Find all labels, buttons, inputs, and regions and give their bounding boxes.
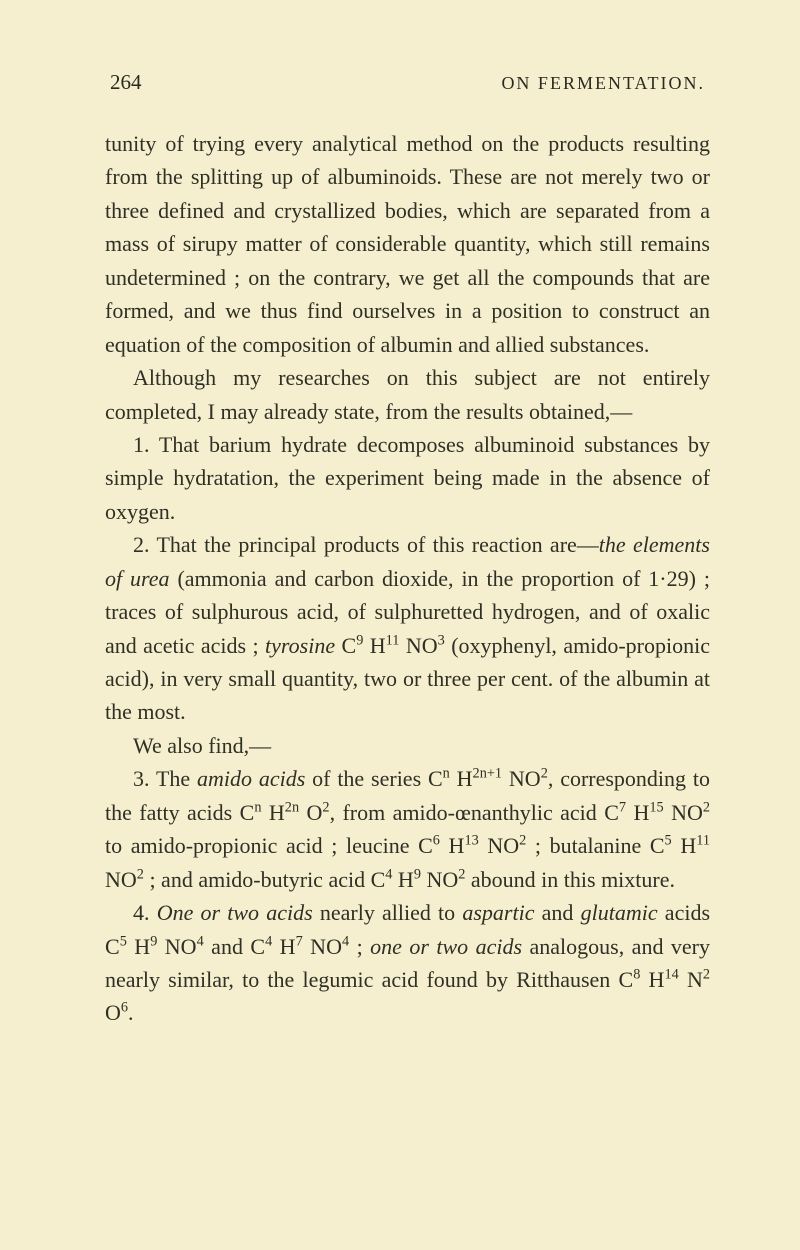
superscript: 2n+1 bbox=[473, 766, 503, 782]
body-text: tunity of trying every analytical method… bbox=[105, 127, 710, 1030]
superscript: 5 bbox=[665, 833, 672, 849]
text: H bbox=[363, 633, 385, 658]
text: O bbox=[299, 800, 322, 825]
text: N bbox=[679, 967, 703, 992]
superscript: 11 bbox=[386, 632, 400, 648]
text: H bbox=[626, 800, 649, 825]
superscript: 4 bbox=[197, 933, 204, 949]
superscript: 2 bbox=[703, 799, 710, 815]
text: H bbox=[440, 833, 465, 858]
text: to amido-propionic acid ; leucine C bbox=[105, 833, 433, 858]
text: . bbox=[128, 1000, 134, 1025]
superscript: n bbox=[443, 766, 450, 782]
superscript: 13 bbox=[464, 833, 478, 849]
paragraph: tunity of trying every analytical method… bbox=[105, 127, 710, 361]
superscript: 2 bbox=[541, 766, 548, 782]
paragraph: 2. That the principal products of this r… bbox=[105, 528, 710, 729]
superscript: 14 bbox=[664, 967, 678, 983]
superscript: 2n bbox=[285, 799, 299, 815]
text: ; bbox=[349, 934, 370, 959]
text: of the series C bbox=[305, 766, 442, 791]
text: NO bbox=[157, 934, 196, 959]
superscript: 2 bbox=[703, 967, 710, 983]
superscript: 5 bbox=[120, 933, 127, 949]
text: C bbox=[335, 633, 356, 658]
text: 4. bbox=[133, 900, 157, 925]
paragraph: 3. The amido acids of the series Cn H2n+… bbox=[105, 762, 710, 896]
superscript: 9 bbox=[414, 866, 421, 882]
superscript: 7 bbox=[296, 933, 303, 949]
italic-text: glutamic bbox=[581, 900, 658, 925]
superscript: 11 bbox=[696, 833, 710, 849]
italic-text: One or two acids bbox=[157, 900, 313, 925]
superscript: 2 bbox=[322, 799, 329, 815]
superscript: 3 bbox=[438, 632, 445, 648]
text: NO bbox=[421, 867, 458, 892]
paragraph: 1. That barium hydrate decomposes albumi… bbox=[105, 428, 710, 528]
text: NO bbox=[399, 633, 437, 658]
superscript: 2 bbox=[137, 866, 144, 882]
text: H bbox=[127, 934, 150, 959]
superscript: 6 bbox=[433, 833, 440, 849]
text: and bbox=[534, 900, 580, 925]
text: and C bbox=[204, 934, 265, 959]
text: O bbox=[105, 1000, 121, 1025]
text: , from amido-œnanthylic acid C bbox=[330, 800, 619, 825]
italic-text: aspartic bbox=[462, 900, 534, 925]
text: H bbox=[392, 867, 413, 892]
italic-text: one or two acids bbox=[370, 934, 522, 959]
text: NO bbox=[502, 766, 541, 791]
text: 3. The bbox=[133, 766, 197, 791]
text: nearly allied to bbox=[313, 900, 463, 925]
page-number: 264 bbox=[110, 70, 142, 95]
text: NO bbox=[664, 800, 703, 825]
text: H bbox=[261, 800, 284, 825]
text: NO bbox=[479, 833, 519, 858]
text: H bbox=[640, 967, 664, 992]
text: ; and amido-butyric acid C bbox=[144, 867, 385, 892]
text: H bbox=[672, 833, 697, 858]
paragraph: Although my researches on this subject a… bbox=[105, 361, 710, 428]
superscript: 15 bbox=[649, 799, 663, 815]
text: NO bbox=[303, 934, 342, 959]
paragraph: 4. One or two acids nearly allied to asp… bbox=[105, 896, 710, 1030]
text: 2. That the principal products of this r… bbox=[133, 532, 599, 557]
text: NO bbox=[105, 867, 137, 892]
text: ; butalanine C bbox=[526, 833, 664, 858]
superscript: 7 bbox=[619, 799, 626, 815]
page-header: 264 ON FERMENTATION. bbox=[105, 70, 710, 95]
running-title: ON FERMENTATION. bbox=[501, 73, 705, 94]
text: H bbox=[450, 766, 473, 791]
text: H bbox=[272, 934, 295, 959]
italic-text: tyrosine bbox=[265, 633, 335, 658]
paragraph: We also find,— bbox=[105, 729, 710, 762]
superscript: 6 bbox=[121, 1000, 128, 1016]
italic-text: amido acids bbox=[197, 766, 305, 791]
text: abound in this mixture. bbox=[465, 867, 675, 892]
